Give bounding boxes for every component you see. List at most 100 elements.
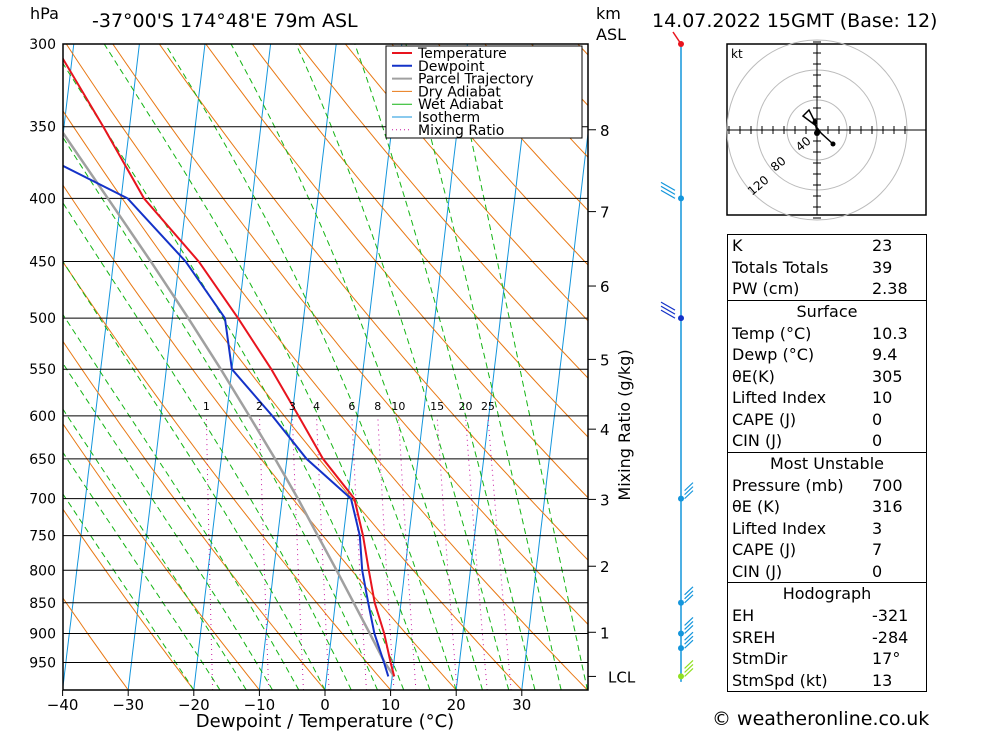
index-value: 305 [872,366,903,386]
pressure-tick-label: 800 [29,563,56,579]
index-value: 7 [872,540,883,559]
index-row: Lifted Index 10 [728,387,926,409]
wind-level-dot [678,599,684,606]
index-label: Temp (°C) [732,323,812,343]
index-value: 10.3 [872,323,908,343]
index-value: 39 [872,257,893,277]
index-label: Lifted Index [732,518,827,538]
wind-level-dot [678,630,684,637]
height-unit-sub: ASL [596,25,626,44]
index-label: θE(K) [732,366,775,386]
index-row: Dewp (°C) 9.4 [728,344,926,366]
dewpoint-line [63,164,390,677]
index-value: 3 [872,518,883,538]
isotherm-line [390,44,468,690]
x-tick-label: 30 [512,696,531,714]
isotherm-line [127,44,206,690]
wind-barb [660,305,676,315]
pressure-tick-label: 400 [29,191,56,207]
wind-barb [660,185,676,195]
dry-adiabat-line [391,44,588,266]
legend-entry: Wet Adiabat [418,97,504,113]
index-row: CAPE (J) 0 [728,409,926,431]
index-value: 13 [872,670,893,690]
most-unstable-heading: Most Unstable [728,451,926,475]
mixing-ratio-line [436,415,458,690]
index-value: 23 [872,236,893,255]
wind-barb [684,482,694,492]
wind-barb [684,490,694,500]
index-value: 0 [872,431,883,450]
plot-frame [62,43,589,691]
index-label: θE (K) [732,497,780,516]
wind-level-dot [678,195,684,202]
index-label: Totals Totals [732,257,829,277]
index-row: StmDir 17° [728,648,926,670]
height-unit: km [596,4,621,23]
index-label: K [732,236,743,255]
wind-barb [684,667,694,677]
wind-level-dot [678,315,684,322]
legend-entry: Temperature [417,46,507,62]
height-tick-label: 7 [600,204,610,222]
wet-adiabat-line [449,44,588,690]
mixing-ratio-label: 2 [256,400,263,413]
sounding-profiles [63,57,396,678]
pressure-tick-label: 750 [29,529,56,545]
dry-adiabat-line [345,44,588,322]
wind-level-dot [678,673,684,680]
index-value: 10 [872,388,893,407]
pressure-tick-label: 300 [29,37,56,53]
x-tick-label: 20 [447,696,466,714]
index-label: CAPE (J) [732,409,797,429]
index-row: Lifted Index 3 [728,518,926,540]
index-label: EH [732,606,755,625]
mixing-ratio-label: 6 [348,400,355,413]
wind-barb [684,639,694,649]
mixing-ratio-label: 4 [313,400,320,413]
index-row: PW (cm) 2.38 [728,278,926,300]
mixing-ratio-axis-label: Mixing Ratio (g/kg) [615,349,634,500]
wind-barb [684,631,694,641]
mixing-ratio-label: 8 [374,400,381,413]
x-axis-label: Dewpoint / Temperature (°C) [196,711,454,732]
datetime-title: 14.07.2022 15GMT (Base: 12) [652,10,937,32]
dry-adiabat-line [63,508,195,690]
storm-motion-point [814,130,820,136]
legend-entry: Parcel Trajectory [418,72,534,88]
pressure-tick-label: 600 [29,409,56,425]
x-tick-label: −40 [47,696,79,714]
wind-barb [684,617,694,626]
mixing-ratio-label: 10 [391,400,405,413]
index-label: Dewp (°C) [732,345,815,364]
mixing-ratio-label: 20 [458,400,472,413]
index-value: 0 [872,409,883,429]
index-row: CAPE (J) 7 [728,539,926,561]
wet-adiabat-line [63,136,378,690]
mixing-ratio-label: 25 [481,400,495,413]
index-value: 2.38 [872,279,908,298]
hodograph-point [812,119,818,125]
index-label: CAPE (J) [732,540,797,559]
index-label: CIN (J) [732,431,783,450]
wind-barb [684,486,694,496]
wind-barb [684,659,694,669]
index-row: K 23 [728,235,926,257]
index-label: PW (cm) [732,279,800,298]
wet-adiabat-line [405,44,562,690]
index-row: CIN (J) 0 [728,430,926,452]
index-row: SREH -284 [728,627,926,649]
mixing-ratio-label: 1 [203,400,210,413]
background-grid [63,44,588,690]
index-row: θE(K) 305 [728,366,926,388]
legend-entry: Dewpoint [418,59,485,75]
wind-barb [684,663,694,673]
height-tick-label: 1 [600,624,610,642]
height-tick-label: 6 [600,278,610,296]
index-value: -284 [872,627,909,647]
wet-adiabat-line [354,44,536,690]
x-tick-label: 10 [381,696,400,714]
dry-adiabat-line [251,44,588,438]
wet-adiabat-line [103,44,431,690]
